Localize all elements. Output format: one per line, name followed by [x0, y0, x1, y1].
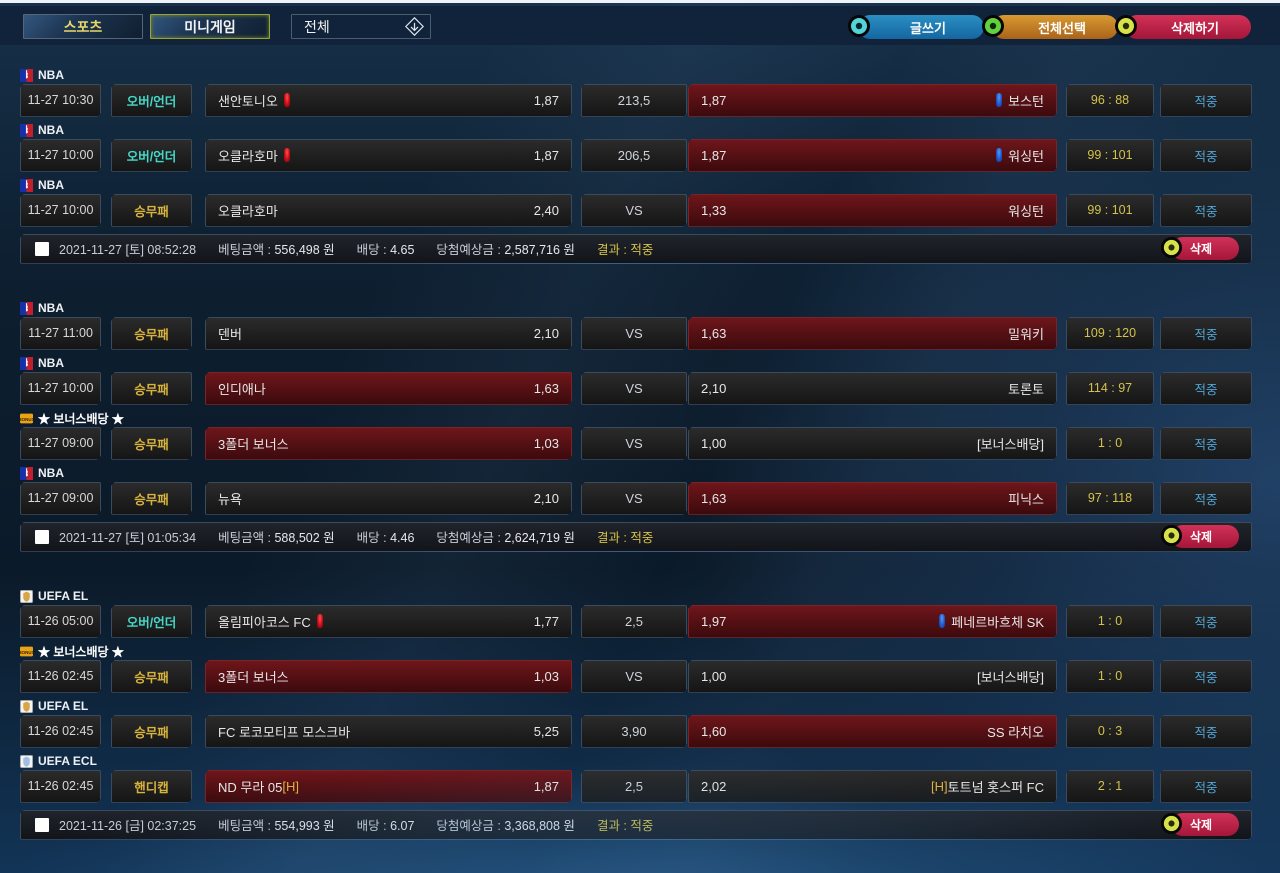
svg-text:BONUS: BONUS [20, 417, 33, 422]
svg-text:BONUS: BONUS [20, 650, 33, 655]
